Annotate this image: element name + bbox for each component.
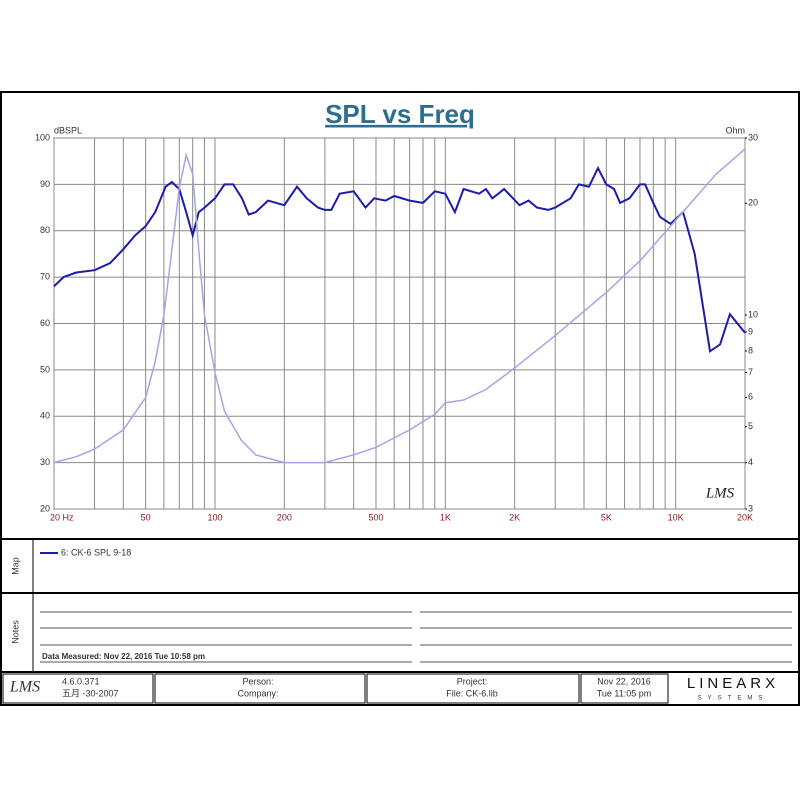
map-label: Map [10,557,20,575]
notes-label: Notes [10,620,20,644]
x-tick-label: 20 Hz [50,512,74,522]
y-tick-label: 80 [40,225,50,235]
y-tick-label: 90 [40,179,50,189]
chart-title: SPL vs Freq [325,99,475,129]
watermark: LMS [705,485,735,501]
y2-tick-label: 10 [748,309,758,319]
footer-brand: LINEARX [687,675,779,692]
y-tick-label: 60 [40,318,50,328]
y2-tick-label: 6 [748,392,753,402]
footer-person: Person: [242,676,273,686]
footer-logo: LMS [9,679,40,696]
y-tick-label: 20 [40,503,50,513]
x-tick-label: 500 [368,512,383,522]
y-tick-label: 100 [35,132,50,142]
y2-tick-label: 8 [748,345,753,355]
series-line [53,165,746,354]
x-tick-label: 50 [141,512,151,522]
y-tick-label: 30 [40,457,50,467]
x-tick-label: 100 [207,512,222,522]
legend-entry: 6: CK-6 SPL 9-18 [61,547,131,557]
y2-tick-label: 9 [748,326,753,336]
footer-version: 4.6.0.371 [62,676,100,686]
y2-tick-label: 4 [748,457,753,467]
y2-tick-label: 20 [748,198,758,208]
y2-tick-label: 5 [748,421,753,431]
y-axis-label: dBSPL [54,125,82,135]
footer-company: Company: [237,688,278,698]
y2-tick-label: 30 [748,132,758,142]
y-tick-label: 50 [40,364,50,374]
window-frame [0,91,800,706]
y2-tick-label: 7 [748,367,753,377]
footer-project: Project: [457,676,488,686]
footer-date2: Nov 22, 2016 [597,676,651,686]
x-tick-label: 20K [737,512,753,522]
y-tick-label: 40 [40,411,50,421]
footer-date: 五月 -30-2007 [62,688,119,698]
x-tick-label: 10K [668,512,684,522]
x-tick-label: 5K [601,512,612,522]
footer-file: File: CK-6.lib [446,688,498,698]
series-line [53,148,746,464]
x-tick-label: 200 [277,512,292,522]
y2-axis-label: Ohm [725,125,745,135]
notes-text: Data Measured: Nov 22, 2016 Tue 10:58 pm [42,652,205,661]
x-tick-label: 2K [509,512,520,522]
y2-tick-label: 3 [748,503,753,513]
footer-brand-sub: SYSTEMS [698,696,769,702]
x-tick-label: 1K [440,512,451,522]
note-lines [40,611,792,663]
y-tick-label: 70 [40,272,50,282]
footer-time: Tue 11:05 pm [597,688,652,698]
footer-boxes [2,673,669,704]
